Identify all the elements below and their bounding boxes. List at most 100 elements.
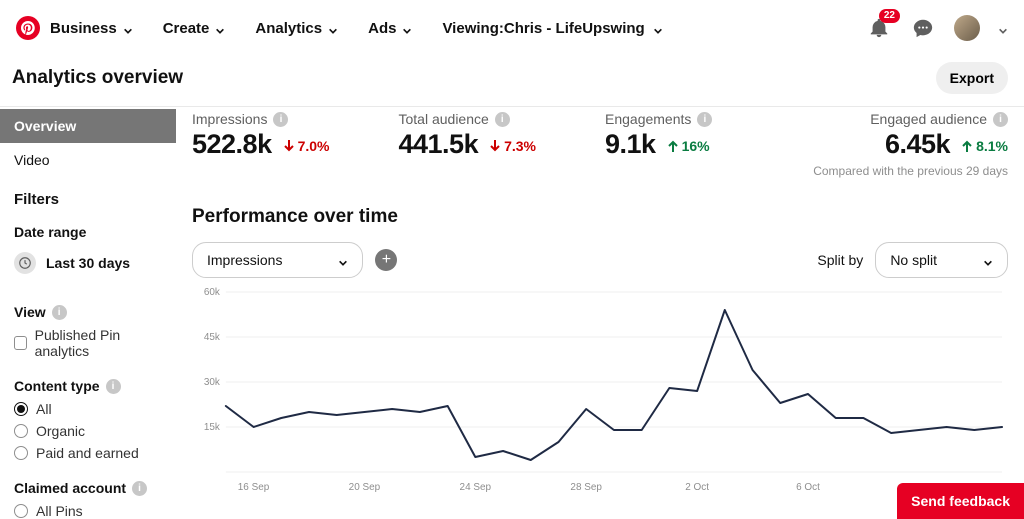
chevron-down-icon bbox=[338, 255, 348, 265]
add-metric-button[interactable]: + bbox=[375, 249, 397, 271]
filters-heading: Filters bbox=[0, 177, 176, 214]
viewing-selector[interactable]: Viewing: Chris - LifeUpswing bbox=[442, 20, 662, 37]
split-select-value: No split bbox=[890, 252, 937, 268]
content-type-paid[interactable]: Paid and earned bbox=[0, 442, 176, 464]
metrics-row: Impressions i 522.8k 7.0% Total audience i… bbox=[192, 107, 1024, 160]
svg-text:45k: 45k bbox=[204, 332, 220, 343]
info-icon[interactable]: i bbox=[273, 112, 288, 127]
pinterest-logo[interactable] bbox=[16, 16, 40, 40]
metric-value: 9.1k bbox=[605, 129, 656, 160]
metric-label: Impressions bbox=[192, 111, 267, 127]
date-range-value: Last 30 days bbox=[46, 255, 130, 271]
radio-icon bbox=[14, 446, 28, 460]
nav-ads-label: Ads bbox=[368, 20, 396, 37]
send-feedback-button[interactable]: Send feedback bbox=[897, 483, 1024, 519]
checkbox-icon bbox=[14, 336, 27, 350]
published-pin-checkbox[interactable]: Published Pin analytics bbox=[0, 324, 176, 362]
chevron-down-icon bbox=[215, 23, 225, 33]
metric-label: Engaged audience bbox=[870, 111, 987, 127]
radio-icon bbox=[14, 504, 28, 518]
content-type-organic[interactable]: Organic bbox=[0, 420, 176, 442]
nav-ads[interactable]: Ads bbox=[368, 20, 412, 37]
metric-value: 522.8k bbox=[192, 129, 272, 160]
metric-engagements[interactable]: Engagements i 9.1k 16% bbox=[605, 111, 812, 160]
sidebar: Overview Video Filters Date range Last 3… bbox=[0, 107, 176, 519]
svg-text:28 Sep: 28 Sep bbox=[570, 482, 602, 493]
viewing-value: Chris - LifeUpswing bbox=[504, 20, 645, 37]
sidebar-tab-video[interactable]: Video bbox=[0, 143, 176, 177]
svg-text:60k: 60k bbox=[204, 287, 220, 298]
chevron-down-icon bbox=[402, 23, 412, 33]
metric-delta: 7.0% bbox=[284, 138, 330, 154]
metric-impressions[interactable]: Impressions i 522.8k 7.0% bbox=[192, 111, 399, 160]
chevron-down-icon bbox=[653, 23, 663, 33]
page-title: Analytics overview bbox=[12, 67, 183, 89]
claimed-account-label: Claimed accounti bbox=[0, 464, 176, 500]
metric-value: 6.45k bbox=[885, 129, 950, 160]
metric-audience[interactable]: Total audiencei 441.5k 7.3% bbox=[399, 111, 606, 160]
svg-text:30k: 30k bbox=[204, 377, 220, 388]
content-type-label: Content typei bbox=[0, 362, 176, 398]
speech-bubble-icon bbox=[912, 17, 934, 39]
split-by-label: Split by bbox=[817, 252, 863, 268]
messages-button[interactable] bbox=[910, 15, 936, 41]
nav-business[interactable]: Business bbox=[50, 20, 133, 37]
performance-chart: 15k 30k 45k 60k 16 Sep 20 Sep 24 Sep 28 Sep 2 Oc… bbox=[192, 284, 1024, 494]
compare-note: Compared with the previous 29 days bbox=[192, 160, 1024, 178]
metric-value: 441.5k bbox=[399, 129, 479, 160]
radio-icon bbox=[14, 402, 28, 416]
split-select[interactable]: No split bbox=[875, 242, 1008, 278]
svg-text:16 Sep: 16 Sep bbox=[238, 482, 270, 493]
arrow-up-icon bbox=[962, 139, 972, 153]
metric-delta: 16% bbox=[668, 138, 710, 154]
chevron-down-icon[interactable] bbox=[998, 23, 1008, 33]
info-icon[interactable]: i bbox=[106, 379, 121, 394]
date-range-label: Date range bbox=[0, 214, 176, 244]
svg-text:24 Sep: 24 Sep bbox=[460, 482, 492, 493]
performance-title: Performance over time bbox=[192, 206, 1024, 228]
metric-select-value: Impressions bbox=[207, 252, 282, 268]
metric-label: Engagements bbox=[605, 111, 691, 127]
clock-icon bbox=[14, 252, 36, 274]
metric-engaged-audience[interactable]: Engaged audience i 6.45k 8.1% bbox=[812, 111, 1024, 160]
info-icon[interactable]: i bbox=[495, 112, 510, 127]
arrow-up-icon bbox=[668, 139, 678, 153]
svg-text:20 Sep: 20 Sep bbox=[349, 482, 381, 493]
main-content: Impressions i 522.8k 7.0% Total audience i… bbox=[176, 107, 1024, 519]
nav-business-label: Business bbox=[50, 20, 117, 37]
metric-delta: 8.1% bbox=[962, 138, 1008, 154]
info-icon[interactable]: i bbox=[697, 112, 712, 127]
nav-create[interactable]: Create bbox=[163, 20, 226, 37]
svg-text:15k: 15k bbox=[204, 422, 220, 433]
chart-controls: Impressions + Split by No split bbox=[192, 242, 1024, 278]
claimed-all-pins[interactable]: All Pins bbox=[0, 500, 176, 519]
notification-badge: 22 bbox=[879, 9, 900, 23]
chevron-down-icon bbox=[983, 255, 993, 265]
content-type-all[interactable]: All bbox=[0, 398, 176, 420]
metric-label: Total audience bbox=[399, 111, 489, 127]
chevron-down-icon bbox=[123, 23, 133, 33]
view-label: Viewi bbox=[0, 294, 176, 324]
export-button[interactable]: Export bbox=[936, 62, 1008, 94]
svg-text:2 Oct: 2 Oct bbox=[685, 482, 709, 493]
notifications-button[interactable]: 22 bbox=[866, 15, 892, 41]
date-range-selector[interactable]: Last 30 days bbox=[0, 244, 176, 294]
sidebar-tab-overview[interactable]: Overview bbox=[0, 109, 176, 143]
radio-icon bbox=[14, 424, 28, 438]
arrow-down-icon bbox=[284, 139, 294, 153]
info-icon[interactable]: i bbox=[52, 305, 67, 320]
nav-analytics-label: Analytics bbox=[255, 20, 322, 37]
top-nav: Business Create Analytics Ads Viewing: C… bbox=[0, 0, 1024, 56]
avatar[interactable] bbox=[954, 15, 980, 41]
title-bar: Analytics overview Export bbox=[0, 56, 1024, 107]
svg-text:6 Oct: 6 Oct bbox=[796, 482, 820, 493]
viewing-prefix: Viewing: bbox=[442, 20, 503, 37]
nav-analytics[interactable]: Analytics bbox=[255, 20, 338, 37]
published-pin-label: Published Pin analytics bbox=[35, 327, 162, 359]
info-icon[interactable]: i bbox=[993, 112, 1008, 127]
chevron-down-icon bbox=[328, 23, 338, 33]
metric-select[interactable]: Impressions bbox=[192, 242, 363, 278]
info-icon[interactable]: i bbox=[132, 481, 147, 496]
arrow-down-icon bbox=[490, 139, 500, 153]
nav-create-label: Create bbox=[163, 20, 210, 37]
